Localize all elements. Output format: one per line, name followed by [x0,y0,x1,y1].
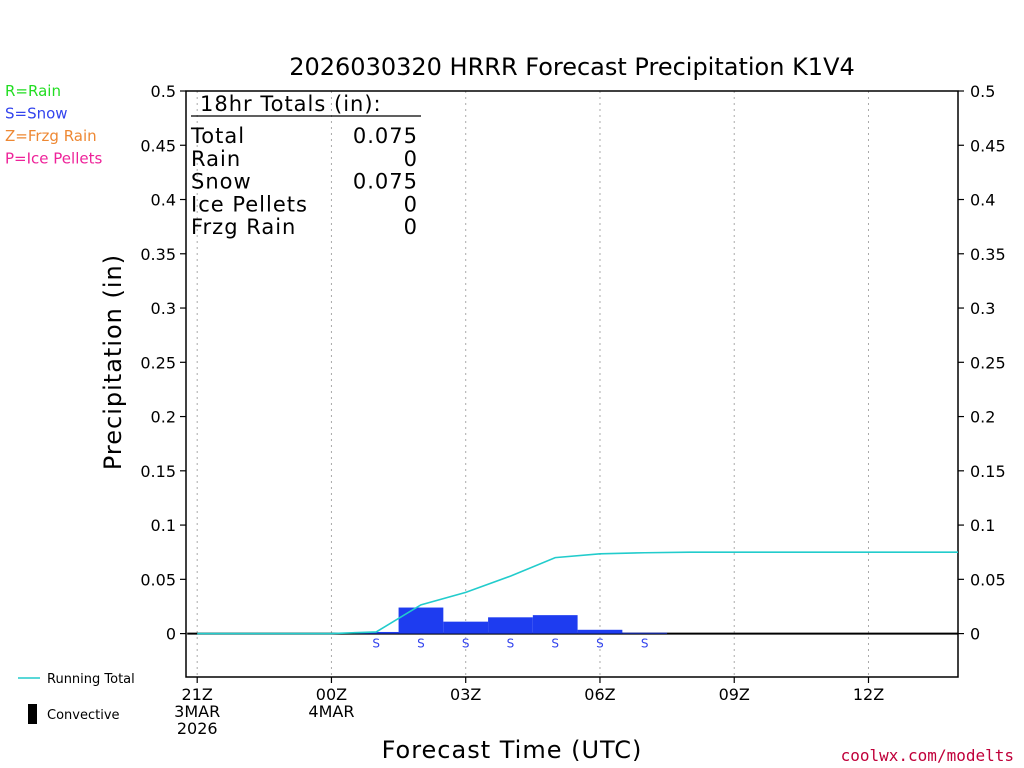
source-credit: coolwx.com/modelts [841,746,1014,765]
running-total-legend-label: Running Total [47,672,135,687]
chart-title: 2026030320 HRRR Forecast Precipitation K… [289,53,855,81]
precip-type-label: S [372,637,380,651]
key-item: R=Rain [5,82,61,100]
y-tick-label-right: 0.25 [970,353,1006,372]
totals-row-label: Rain [191,147,241,171]
plot-frame [185,90,959,678]
y-tick-label-right: 0.05 [970,570,1006,589]
series-legend: Running Total Convective [18,672,135,724]
y-tick-label-left: 0.45 [140,136,176,155]
precip-type-key: R=Rain S=Snow Z=Frzg Rain P=Ice Pellets [5,82,102,168]
precip-bar [622,632,668,634]
y-axis-title: Precipitation (in) [99,254,127,470]
y-tick-label-left: 0.1 [151,516,176,535]
y-tick-label-right: 0 [970,625,980,644]
totals-row-label: Snow [191,170,252,194]
y-tick-label-right: 0.4 [970,191,995,210]
y-tick-label-left: 0.35 [140,245,176,264]
totals-row-label: Ice Pellets [191,192,308,216]
key-item: S=Snow [5,105,68,123]
y-tick-label-left: 0.2 [151,408,176,427]
x-tick-label: 3MAR [174,702,220,721]
precip-bar [532,615,578,634]
y-tick-label-left: 0.5 [151,82,176,101]
precip-type-label: S [462,637,470,651]
y-tick-label-right: 0.35 [970,245,1006,264]
precip-bars [353,607,668,634]
totals-row-value: 0 [404,147,418,171]
y-tick-label-right: 0.3 [970,299,995,318]
precip-bar [577,629,623,634]
y-axis: 0 00.05 0.050.1 0.10.15 0.150.2 0.20.25 0.250.… [140,82,1005,644]
precip-type-label: S [417,637,425,651]
key-item: Z=Frzg Rain [5,127,97,145]
totals-row-label: Total [190,124,245,148]
precip-bar [398,607,444,634]
convective-legend-swatch [28,704,37,724]
convective-legend-label: Convective [47,708,120,723]
y-tick-label-left: 0.25 [140,353,176,372]
y-tick-label-left: 0.3 [151,299,176,318]
key-item: P=Ice Pellets [5,150,102,168]
precip-bar [488,617,533,634]
y-tick-label-right: 0.5 [970,82,995,101]
x-tick-label: 12Z [853,685,884,704]
y-tick-label-left: 0.05 [140,570,176,589]
totals-header: 18hr Totals (in): [200,92,382,116]
precip-type-label: S [641,637,649,651]
x-axis-title: Forecast Time (UTC) [382,736,643,764]
running-total-line [197,551,958,635]
grid-lines [196,91,869,677]
y-tick-label-right: 0.1 [970,516,995,535]
totals-box: 18hr Totals (in): Total 0.075 Rain 0 Snow 0.0… [190,92,421,239]
x-tick-label: 4MAR [308,702,354,721]
precip-type-label: S [507,637,515,651]
precip-bar [353,631,399,634]
totals-row-label: Frzg Rain [191,215,296,239]
totals-row-value: 0 [404,215,418,239]
y-tick-label-right: 0.45 [970,136,1006,155]
y-tick-label-left: 0.4 [151,191,176,210]
x-tick-label: 09Z [719,685,750,704]
x-tick-label: 2026 [177,719,218,738]
y-tick-label-left: 0.15 [140,462,176,481]
totals-row-value: 0 [404,192,418,216]
x-tick-label: 06Z [584,685,615,704]
totals-row-value: 0.075 [353,170,418,194]
x-tick-label: 21Z [182,685,213,704]
precip-type-label: S [551,637,559,651]
totals-row-value: 0.075 [353,124,418,148]
y-tick-label-left: 0 [166,625,176,644]
x-tick-label: 00Z [316,685,347,704]
x-tick-label: 03Z [450,685,481,704]
y-tick-label-right: 0.2 [970,408,995,427]
precip-bar [443,621,489,634]
precip-type-label: S [596,637,604,651]
y-tick-label-right: 0.15 [970,462,1006,481]
